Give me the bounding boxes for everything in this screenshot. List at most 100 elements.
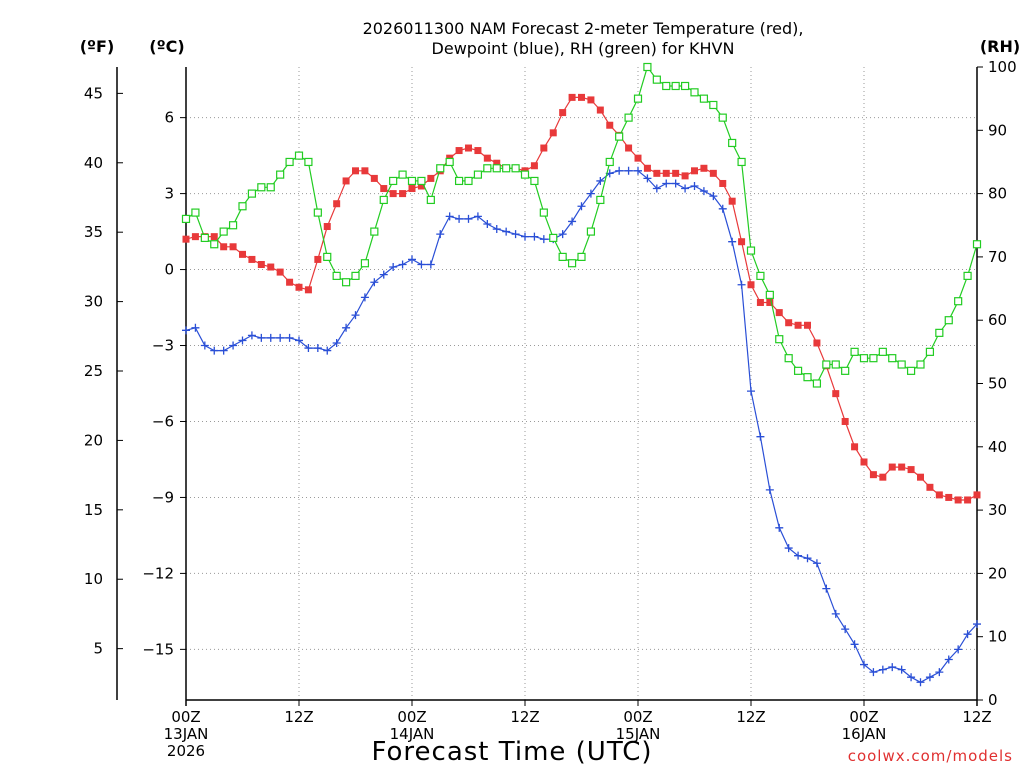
data-point (916, 678, 925, 687)
data-point (238, 202, 247, 211)
data-point (672, 169, 680, 177)
data-point (737, 157, 746, 167)
data-point (342, 177, 350, 185)
data-point (643, 62, 652, 72)
data-point (897, 665, 906, 674)
data-point (408, 185, 416, 193)
data-point (267, 263, 275, 271)
data-point (812, 559, 821, 568)
data-point (455, 147, 463, 155)
data-point (860, 458, 868, 466)
celsius-axis-label: (ºC) (149, 37, 184, 56)
data-point (963, 271, 972, 280)
data-point (718, 113, 727, 122)
data-point (944, 316, 953, 325)
data-point (898, 463, 906, 471)
data-point (850, 347, 859, 356)
data-point (813, 339, 821, 347)
data-point (540, 144, 548, 152)
chart-title-line-1: 2026011300 NAM Forecast 2-meter Temperat… (363, 19, 804, 38)
x-tick-label: 00Z (397, 708, 426, 726)
data-point (690, 182, 699, 191)
data-point (841, 366, 850, 375)
fahrenheit-tick-label: 40 (84, 154, 103, 172)
data-point (596, 106, 604, 114)
data-point (426, 260, 435, 269)
data-point (314, 255, 322, 263)
data-point (539, 235, 548, 244)
data-point (963, 630, 972, 639)
x-tick-date-label: 13JAN (164, 725, 209, 743)
data-point (389, 263, 398, 272)
data-point (210, 240, 219, 249)
data-point (219, 227, 228, 236)
fahrenheit-axis-label: (ºF) (80, 37, 115, 56)
data-point (220, 243, 228, 251)
data-point (286, 278, 294, 286)
data-point (483, 164, 492, 173)
data-point (577, 252, 586, 261)
fahrenheit-tick-label: 15 (84, 501, 103, 519)
data-point (568, 217, 577, 226)
data-point (341, 278, 351, 287)
data-point (625, 144, 633, 152)
data-point (699, 187, 708, 196)
data-point (973, 491, 981, 499)
data-point (643, 164, 651, 172)
data-point (633, 94, 643, 103)
data-point (972, 240, 982, 249)
data-point (907, 466, 915, 474)
data-point (247, 189, 257, 198)
data-point (530, 232, 539, 241)
rh-tick-label: 10 (988, 628, 1007, 646)
data-point (294, 151, 304, 160)
data-point (257, 183, 266, 192)
data-point (285, 157, 294, 167)
data-point (295, 283, 303, 291)
data-point (586, 227, 596, 236)
data-point (888, 663, 897, 672)
data-point (379, 270, 388, 279)
celsius-tick-label: −6 (152, 412, 174, 430)
data-point (228, 221, 238, 230)
data-point (803, 373, 812, 382)
data-point (238, 336, 247, 345)
data-point (747, 281, 755, 289)
data-point (511, 230, 520, 239)
data-point (775, 523, 784, 532)
data-point (445, 157, 454, 167)
data-point (257, 333, 266, 342)
data-point (728, 237, 737, 246)
fahrenheit-tick-label: 35 (84, 223, 103, 241)
data-point (210, 233, 218, 241)
data-point (379, 195, 388, 205)
x-tick-label: 12Z (736, 708, 765, 726)
data-point (549, 233, 558, 243)
data-point (389, 176, 398, 186)
data-point (869, 354, 878, 363)
data-point (766, 298, 774, 306)
data-point (756, 432, 765, 441)
data-point (785, 319, 793, 327)
data-point (756, 271, 765, 280)
data-point (605, 157, 614, 167)
data-point (464, 176, 473, 186)
data-point (662, 179, 671, 188)
data-point (615, 166, 624, 175)
data-point (719, 179, 727, 187)
data-point (822, 584, 831, 593)
data-point (483, 154, 491, 162)
data-point (756, 298, 764, 306)
data-point (869, 668, 878, 677)
data-point (464, 214, 473, 223)
data-point (944, 655, 953, 664)
data-point (436, 164, 445, 173)
data-point (520, 170, 530, 179)
data-point (907, 673, 916, 682)
data-point (219, 346, 228, 355)
data-point (417, 260, 426, 269)
fahrenheit-tick-label: 25 (84, 362, 103, 380)
data-point (784, 354, 793, 363)
data-point (850, 640, 859, 649)
